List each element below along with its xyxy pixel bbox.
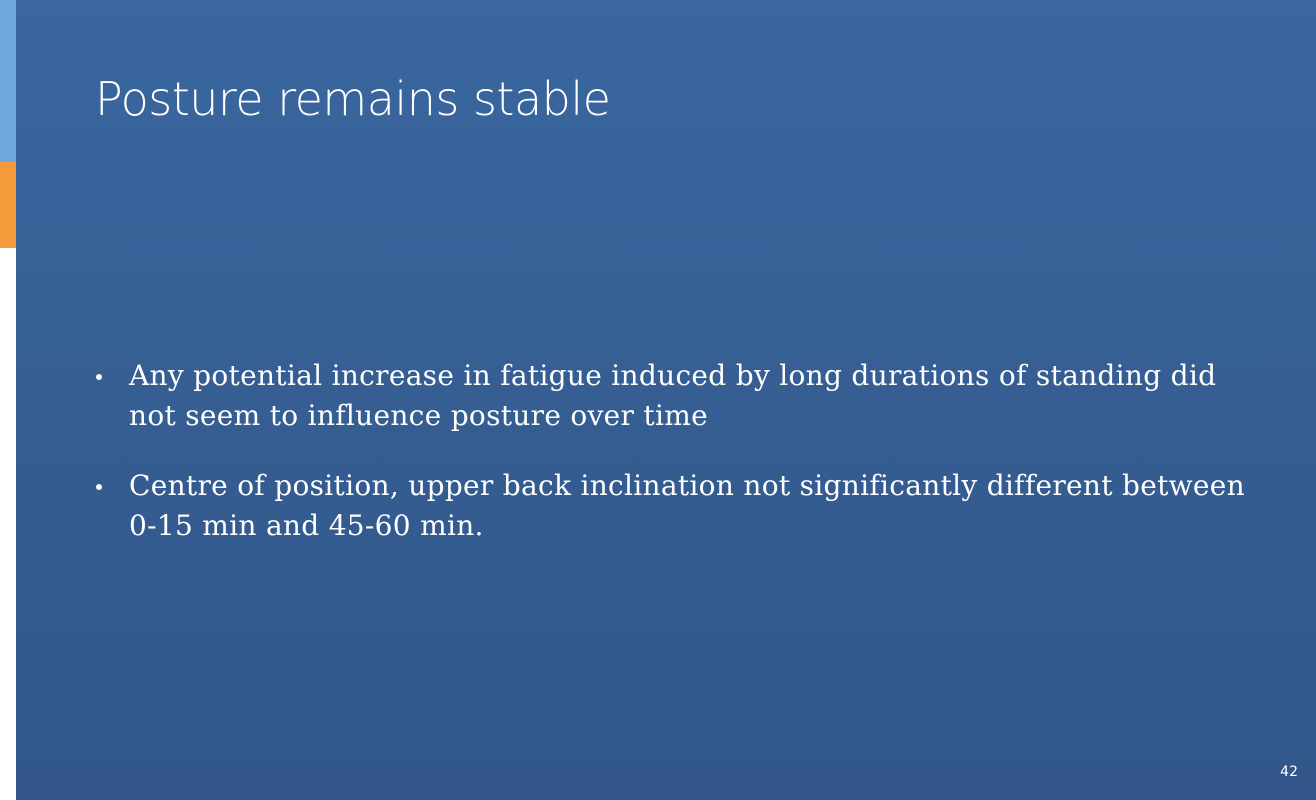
- bullet-text: Any potential increase in fatigue induce…: [129, 359, 1217, 432]
- bullet-item: Centre of position, upper back inclinati…: [96, 466, 1256, 546]
- left-accent-strip: [0, 0, 16, 800]
- bullet-item: Any potential increase in fatigue induce…: [96, 356, 1256, 436]
- slide-title: Posture remains stable: [95, 72, 611, 126]
- page-number: 42: [1280, 764, 1298, 780]
- accent-bar-blue: [0, 0, 16, 162]
- bullet-list: Any potential increase in fatigue induce…: [96, 356, 1256, 576]
- bullet-dot-icon: [96, 484, 102, 490]
- slide-content: Posture remains stable Any potential inc…: [16, 0, 1316, 800]
- accent-bar-orange: [0, 162, 16, 248]
- bullet-dot-icon: [96, 374, 102, 380]
- bullet-text: Centre of position, upper back inclinati…: [129, 469, 1246, 542]
